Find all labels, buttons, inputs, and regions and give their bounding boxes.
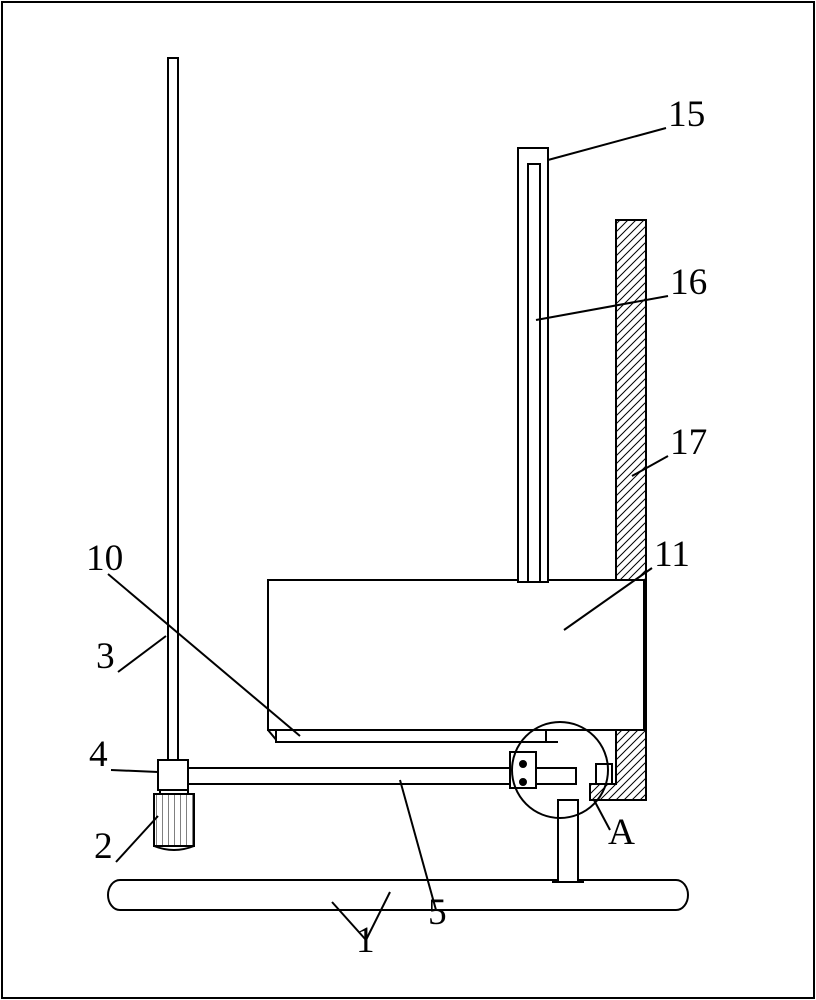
leader-line — [536, 296, 668, 320]
frame — [2, 2, 814, 998]
label-17: 17 — [670, 421, 707, 464]
diagram-canvas — [0, 0, 816, 1000]
part-11-bin — [268, 580, 644, 730]
label-1: 1 — [356, 919, 375, 962]
label-2: 2 — [94, 825, 113, 868]
leader-line — [548, 128, 666, 160]
part-2-motor — [154, 794, 194, 846]
hinge-dot — [520, 761, 526, 767]
part-3-pole — [168, 58, 178, 760]
label-3: 3 — [96, 635, 115, 678]
part-10-lip — [276, 730, 546, 742]
label-10: 10 — [86, 537, 123, 580]
label-15: 15 — [668, 93, 705, 136]
label-4: 4 — [89, 733, 108, 776]
part-16-innerrod — [528, 164, 540, 582]
label-A: A — [608, 811, 635, 854]
label-16: 16 — [670, 261, 707, 304]
latch — [596, 764, 612, 784]
support-post — [558, 800, 578, 882]
label-5: 5 — [428, 891, 447, 934]
label-11: 11 — [654, 533, 690, 576]
leader-line — [111, 770, 158, 772]
leader-line — [118, 636, 166, 672]
part-4-block — [158, 760, 188, 790]
part-1-base — [108, 880, 688, 910]
hinge-dot — [520, 779, 526, 785]
leader-line — [116, 816, 158, 862]
